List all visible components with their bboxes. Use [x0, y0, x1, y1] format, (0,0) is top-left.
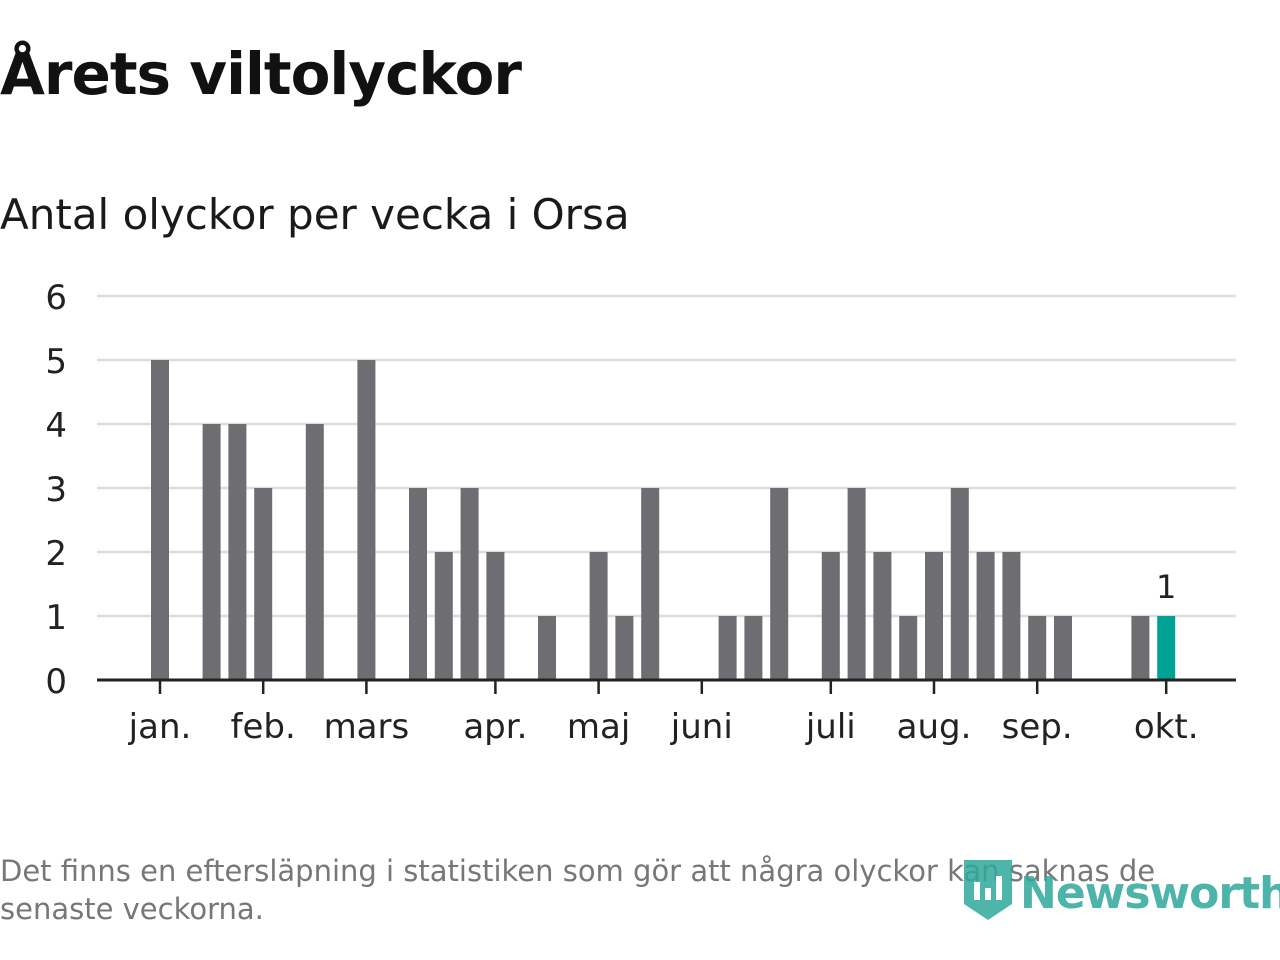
bar — [460, 488, 479, 680]
bar — [538, 616, 556, 680]
bar — [821, 552, 840, 680]
bar-chart: 0 1 2 3 4 5 6 1 jan. feb. mars apr. maj juni juli aug. s… — [45, 278, 1236, 747]
bar — [641, 488, 660, 680]
bar — [1131, 616, 1150, 680]
x-tick-label: aug. — [897, 707, 972, 747]
bar — [1002, 552, 1021, 680]
bar — [1157, 616, 1176, 680]
bar — [950, 488, 969, 680]
newsworthy-logo-text: Newsworthy — [1020, 867, 1280, 919]
x-tick-label: maj — [567, 707, 630, 747]
bar — [357, 360, 376, 680]
y-tick-label: 3 — [45, 470, 67, 510]
bar — [1028, 616, 1047, 680]
x-tick-label: apr. — [463, 707, 527, 747]
bar — [589, 552, 608, 680]
bar — [1054, 616, 1072, 680]
bar — [202, 424, 221, 680]
bar — [486, 552, 505, 680]
bar — [228, 424, 247, 680]
bar — [925, 552, 943, 680]
y-tick-label: 4 — [45, 406, 67, 446]
newsworthy-logo-icon — [964, 860, 1012, 920]
bar — [899, 616, 918, 680]
bar — [976, 552, 995, 680]
x-tick-label: mars — [324, 707, 410, 747]
bar — [847, 488, 866, 680]
bar — [409, 488, 427, 680]
bar — [434, 552, 453, 680]
x-tick-label: feb. — [231, 707, 296, 747]
y-tick-label: 1 — [45, 598, 67, 638]
bar — [873, 552, 892, 680]
bar — [718, 616, 737, 680]
bar — [254, 488, 273, 680]
x-tick-label: juli — [805, 707, 856, 747]
bar — [305, 424, 324, 680]
newsworthy-logo: Newsworthy — [962, 858, 1280, 928]
y-tick-label: 6 — [45, 278, 67, 318]
chart-title: Årets viltolyckor — [0, 40, 522, 108]
data-label: 1 — [1156, 568, 1176, 606]
footnote: Det finns en eftersläpning i statistiken… — [0, 854, 1156, 926]
bar — [615, 616, 634, 680]
bar — [744, 616, 763, 680]
y-tick-label: 5 — [45, 342, 67, 382]
x-tick-label: sep. — [1002, 707, 1073, 747]
x-tick-label: jan. — [128, 707, 192, 747]
y-tick-label: 0 — [45, 662, 67, 702]
x-tick-label: juni — [670, 707, 733, 747]
y-tick-label: 2 — [45, 534, 67, 574]
bar — [770, 488, 789, 680]
bar — [151, 360, 169, 680]
x-tick-label: okt. — [1134, 707, 1199, 747]
chart-subtitle: Antal olyckor per vecka i Orsa — [0, 190, 630, 239]
